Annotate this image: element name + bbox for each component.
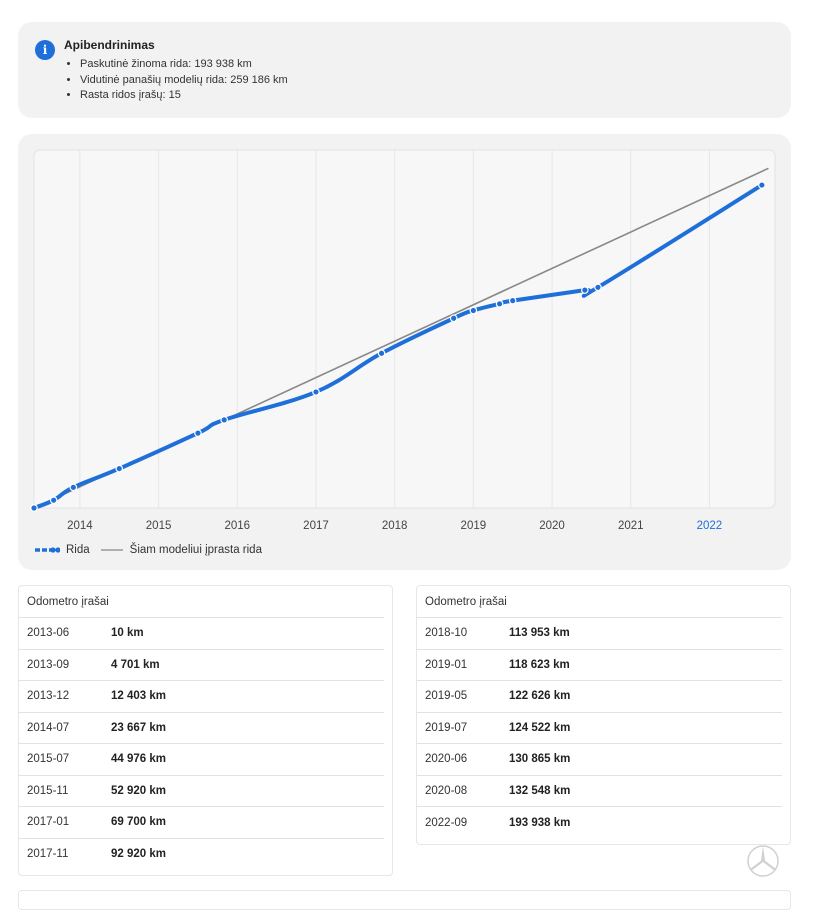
row-date: 2019-01 (425, 658, 468, 671)
x-tick-label: 2016 (224, 520, 250, 532)
mercedes-star-icon (747, 845, 779, 877)
legend-item-rida[interactable]: Rida (34, 544, 90, 556)
row-mileage: 124 522 km (509, 721, 571, 734)
row-mileage: 92 920 km (111, 848, 166, 861)
odometer-table-left: Odometro įrašai 2013-06 10 km 2013-09 4 701… (18, 585, 393, 876)
table-row: 2019-07 124 522 km (417, 713, 782, 744)
legend-label-rida: Rida (66, 544, 90, 556)
table-row: 2013-06 10 km (19, 618, 384, 650)
legend-label-typical: Šiam modeliui įprasta rida (129, 544, 262, 556)
summary-card: i Apibendrinimas Paskutinė žinoma rida: … (18, 22, 791, 118)
x-tick-label: 2022 (697, 520, 723, 532)
row-mileage: 122 626 km (509, 690, 571, 703)
row-date: 2017-11 (27, 848, 69, 861)
row-date: 2015-07 (27, 753, 70, 766)
row-date: 2020-06 (425, 753, 468, 766)
summary-item-last-mileage: Paskutinė žinoma rida: 193 938 km (80, 57, 288, 73)
data-point (377, 349, 386, 358)
summary-item-record-count: Rasta ridos įrašų: 15 (80, 88, 288, 104)
row-date: 2013-06 (27, 627, 70, 640)
table-row: 2014-07 23 667 km (19, 713, 384, 744)
data-point (220, 416, 228, 424)
row-mileage: 4 701 km (111, 658, 160, 671)
legend-item-typical[interactable]: Šiam modeliui įprasta rida (100, 544, 262, 556)
row-mileage: 23 667 km (111, 721, 166, 734)
plot-area (33, 149, 776, 509)
row-date: 2018-10 (425, 627, 468, 640)
row-date: 2019-05 (425, 690, 468, 703)
summary-title: Apibendrinimas (64, 38, 155, 52)
table-row: 2019-05 122 626 km (417, 681, 782, 713)
x-tick-label: 2018 (382, 520, 408, 532)
data-point (758, 181, 766, 189)
table-row: 2020-06 130 865 km (417, 744, 782, 776)
row-date: 2013-12 (27, 690, 70, 703)
row-date: 2017-01 (27, 816, 70, 829)
row-mileage: 130 865 km (509, 753, 571, 766)
table-row: 2020-08 132 548 km (417, 776, 782, 807)
table-row: 2018-10 113 953 km (417, 618, 782, 650)
x-tick-label: 2017 (303, 520, 329, 532)
data-point (495, 300, 504, 308)
row-mileage: 69 700 km (111, 816, 166, 829)
x-tick-label: 2019 (461, 520, 487, 532)
data-point (312, 388, 320, 396)
odometer-table-right: Odometro įrašai 2018-10 113 953 km 2019-01… (416, 585, 791, 845)
table-row: 2013-09 4 701 km (19, 650, 384, 681)
info-icon: i (35, 40, 55, 60)
row-mileage: 193 938 km (509, 816, 571, 829)
row-mileage: 52 920 km (111, 784, 166, 797)
data-point (469, 306, 478, 315)
summary-list: Paskutinė žinoma rida: 193 938 km Viduti… (80, 57, 288, 104)
row-mileage: 118 623 km (509, 658, 570, 671)
table-title: Odometro įrašai (417, 586, 782, 618)
table-row: 2015-11 52 920 km (19, 776, 384, 807)
row-mileage: 12 403 km (111, 690, 166, 703)
table-row: 2017-11 92 920 km (19, 839, 384, 871)
table-title: Odometro įrašai (19, 586, 384, 618)
data-point (449, 314, 458, 323)
data-point (581, 286, 589, 294)
data-point (69, 483, 78, 492)
table-row: 2013-12 12 403 km (19, 681, 384, 713)
row-date: 2022-09 (425, 816, 468, 829)
data-point (194, 429, 202, 437)
row-date: 2013-09 (27, 658, 70, 671)
data-point (30, 504, 38, 512)
chart-legend: Rida Šiam modeliui įprasta rida (34, 544, 272, 556)
row-mileage: 10 km (111, 627, 144, 640)
data-point (508, 296, 517, 305)
x-tick-label: 2014 (67, 520, 93, 532)
table-row: 2017-01 69 700 km (19, 807, 384, 839)
table-row: 2015-07 44 976 km (19, 744, 384, 776)
bottom-card (18, 890, 791, 910)
mileage-chart-card: 2014 2015 2016 2017 2018 2019 2020 2021 2022 Rid… (18, 134, 791, 570)
row-date: 2019-07 (425, 721, 468, 734)
x-tick-label: 2015 (146, 520, 172, 532)
row-mileage: 113 953 km (509, 627, 570, 640)
row-date: 2020-08 (425, 784, 468, 797)
legend-rida-swatch (35, 547, 60, 553)
table-row: 2019-01 118 623 km (417, 650, 782, 681)
row-date: 2014-07 (27, 721, 70, 734)
x-tick-label: 2021 (618, 520, 644, 532)
table-row: 2022-09 193 938 km (417, 807, 782, 839)
legend-typical-swatch (100, 549, 123, 551)
row-mileage: 132 548 km (509, 784, 571, 797)
row-mileage: 44 976 km (111, 753, 166, 766)
row-date: 2015-11 (27, 784, 69, 797)
x-tick-label: 2020 (539, 520, 565, 532)
data-point (594, 283, 602, 292)
data-point (49, 496, 58, 504)
data-point (115, 464, 124, 473)
mileage-chart[interactable]: 2014 2015 2016 2017 2018 2019 2020 2021 2022 (18, 134, 791, 570)
summary-item-average-mileage: Vidutinė panašių modelių rida: 259 186 k… (80, 73, 288, 89)
